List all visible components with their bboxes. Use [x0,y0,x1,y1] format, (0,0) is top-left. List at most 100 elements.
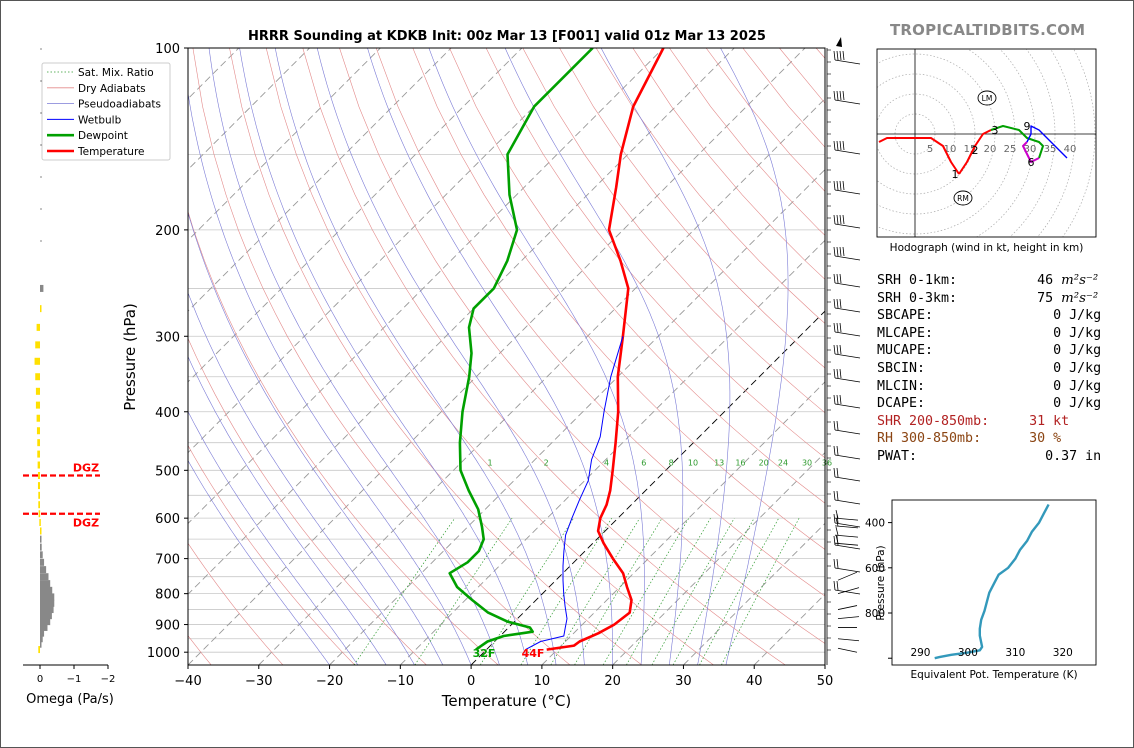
profile-wetbulb [525,336,624,651]
isotherm-line [400,239,825,665]
barb-shaft [834,544,861,550]
barb-feather [836,140,839,151]
omega-tick-label: −2 [101,674,116,685]
stats-table: SRH 0-1km: 46 m²s⁻² SRH 0-3km: 75 m²s⁻² SB… [877,272,1101,466]
moist-adiabat [208,48,500,665]
stats-row: RH 300-850mb: 30 % [877,430,1101,448]
omega-bar [40,586,53,594]
barb-feather [836,394,839,405]
omega-bar [35,373,40,381]
barb-shaft [837,605,858,610]
stats-value: 0.37 [1005,448,1086,464]
stats-value: 0 [1005,360,1070,376]
barb-shaft [834,534,859,538]
isotherm-line [470,310,825,665]
dry-adiabat [192,48,571,665]
theta-e-xtick-label: 300 [958,647,978,659]
x-tick-label: 20 [604,674,621,689]
stats-value: 0 [1005,396,1070,412]
wind-barb [833,322,861,337]
mixing-ratio-label: 10 [688,459,698,468]
barb-shaft [837,587,860,595]
barb-feather [836,467,839,478]
barb-feather [833,394,836,405]
legend-entry: Temperature [77,146,145,158]
x-tick-label: −40 [174,674,201,689]
stats-unit: m²s⁻² [1061,273,1099,288]
barb-feather [833,445,836,456]
stats-value: 0 [1005,308,1070,324]
barb-shaft [834,522,861,528]
barb-feather [833,298,836,309]
isotherm-line [683,522,825,665]
mixing-ratio-label: 4 [604,459,609,468]
omega-panel: 0 −1 −2 Omega (Pa/s) DGZ DGZ [23,48,115,707]
stats-unit: J/kg [1069,378,1102,394]
theta-e-xtick-label: 310 [1005,647,1025,659]
barb-feather [833,420,836,431]
mixing-ratio-label: 30 [802,459,812,468]
x-tick-label: 0 [467,674,475,689]
barb-feather [836,445,839,456]
barb-shaft [834,525,859,529]
mixing-ratio-line [550,518,640,665]
stats-unit: m²s⁻² [1061,290,1099,306]
theta-e-ytick-label: 600 [865,563,885,575]
moist-adiabat [188,410,359,665]
stats-label: MLCAPE: [877,325,1006,341]
y-tick-label: 1000 [147,646,180,661]
stats-row: SHR 200-850mb: 31 kt [877,413,1101,431]
moist-adiabat [188,91,472,665]
barb-shaft [834,223,861,229]
moist-adiabat [188,355,387,665]
moist-adiabat [239,48,528,665]
mixing-ratio-line [651,518,735,665]
wind-barb [833,298,861,313]
barb-feather [842,140,845,151]
barb-shaft [837,638,860,642]
theta-e-frame [891,499,1097,666]
wind-barb [833,580,861,595]
wind-barb [833,420,861,435]
isotherm-line [258,98,825,665]
dgz-label: DGZ [73,462,99,475]
dry-adiabat [449,48,825,504]
y-tick-label: 700 [155,553,180,568]
hodograph-ring-label: 10 [944,144,957,155]
hodograph-frame [876,48,1097,238]
hodograph-ring-label: 20 [984,144,997,155]
hodograph-trace [1026,125,1068,159]
hodograph-ring-label: 35 [1044,144,1057,155]
dry-adiabat [339,48,825,644]
barb-shaft [834,149,861,155]
stats-row: SBCAPE: 0 J/kg [877,307,1101,325]
stats-value: 46 [1005,273,1062,288]
barb-feather [833,214,836,225]
moist-adiabat [188,211,444,665]
dry-adiabat [188,444,355,665]
mixing-ratio-line [602,518,690,665]
barb-shaft [834,59,861,65]
omega-bar [36,414,40,422]
barb-shaft [837,647,858,653]
mixing-ratio-label: 16 [735,459,745,468]
barb-feather [833,50,836,61]
barb-feather [839,273,842,284]
hodograph-trace [990,125,1044,159]
wind-barb [833,140,861,155]
mixing-ratio-label: 2 [544,459,549,468]
barb-feather [836,90,839,101]
profile-dewpoint [448,48,594,651]
barb-feather [836,214,839,225]
legend-entry: Dewpoint [78,130,128,142]
omega-bar [40,305,42,313]
legend: Sat. Mix. Ratio Dry Adiabats Pseudoadiabat… [41,62,171,161]
wind-barb [833,467,861,482]
omega-bar [40,606,54,614]
theta-e-xtick-label: 320 [1053,647,1073,659]
profile-temperature [546,48,665,651]
omega-bar [40,623,48,631]
omega-bar [40,580,51,588]
skewt-background [188,48,825,665]
mixing-ratio-label: 13 [714,459,724,468]
